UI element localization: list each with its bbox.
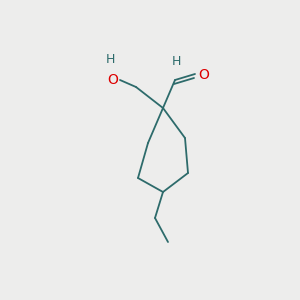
Text: H: H: [171, 55, 181, 68]
Text: O: O: [198, 68, 209, 82]
Text: O: O: [107, 73, 118, 87]
Text: H: H: [105, 53, 115, 66]
